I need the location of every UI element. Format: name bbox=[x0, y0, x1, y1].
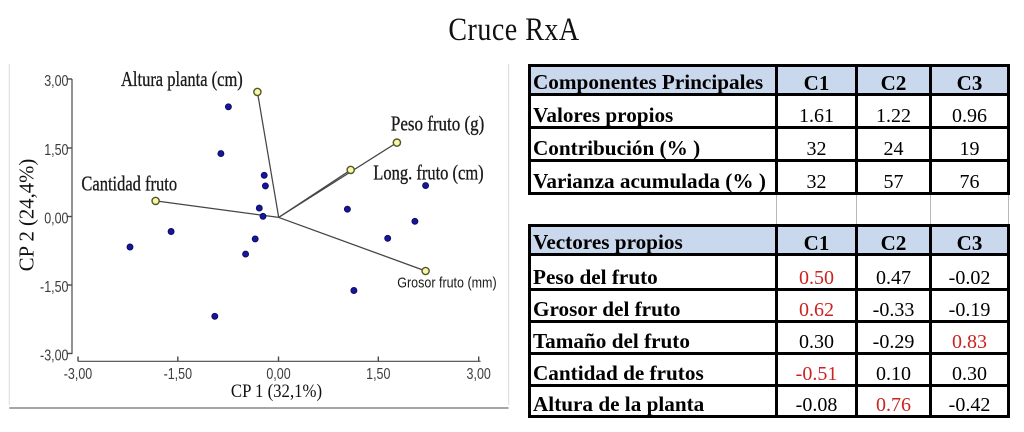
svg-text:-1,50: -1,50 bbox=[164, 365, 193, 383]
svg-text:-3,00: -3,00 bbox=[64, 365, 93, 383]
svg-text:3,00: 3,00 bbox=[44, 72, 68, 90]
svg-text:3,00: 3,00 bbox=[467, 365, 491, 383]
svg-text:1,50: 1,50 bbox=[366, 365, 390, 383]
svg-text:0,00: 0,00 bbox=[266, 365, 290, 383]
svg-text:Cantidad fruto: Cantidad fruto bbox=[81, 172, 177, 195]
svg-text:CP 2 (24,4%): CP 2 (24,4%) bbox=[17, 159, 39, 271]
svg-text:CP 1 (32,1%): CP 1 (32,1%) bbox=[231, 380, 322, 401]
svg-text:Grosor fruto (mm): Grosor fruto (mm) bbox=[397, 275, 496, 291]
svg-text:-1,50: -1,50 bbox=[40, 278, 69, 296]
svg-text:Peso fruto (g): Peso fruto (g) bbox=[391, 113, 484, 136]
svg-text:Long. fruto (cm): Long. fruto (cm) bbox=[373, 162, 483, 185]
svg-text:Altura planta (cm): Altura planta (cm) bbox=[121, 68, 243, 91]
svg-text:-3,00: -3,00 bbox=[40, 346, 69, 364]
svg-text:1,50: 1,50 bbox=[44, 141, 68, 159]
svg-text:0,00: 0,00 bbox=[44, 209, 68, 227]
